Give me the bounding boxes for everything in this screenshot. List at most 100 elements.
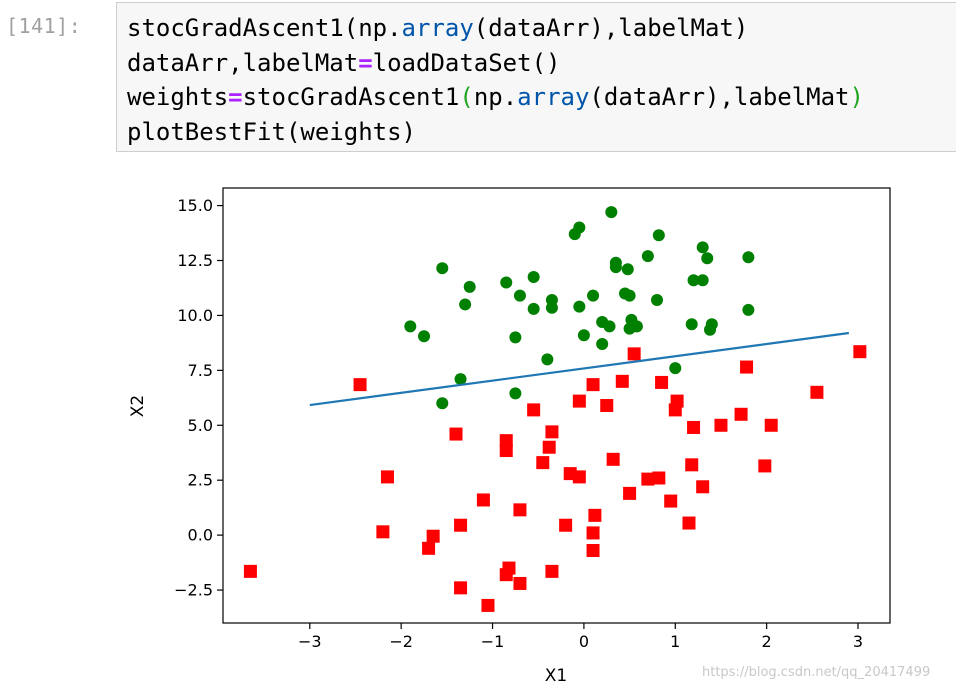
scatter-point-circle xyxy=(687,274,700,287)
scatter-point-circle xyxy=(509,331,522,344)
scatter-point-circle xyxy=(685,318,698,331)
x-tick-label: −3 xyxy=(298,632,322,651)
scatter-point-circle xyxy=(605,206,618,219)
scatter-point-square xyxy=(588,508,602,522)
scatter-point-square xyxy=(572,394,586,408)
scatter-point-square xyxy=(623,486,637,500)
scatter-point-square xyxy=(572,470,586,484)
scatter-point-circle xyxy=(696,241,709,254)
y-tick-label: 0.0 xyxy=(188,526,213,545)
scatter-point-square xyxy=(426,529,440,543)
cell-output: −3 −2 −1 0 1 2 3 −2.5 0.0 2.5 5.0 7.5 10.0 12.5 15.0 X… xyxy=(116,170,956,692)
code-line-4: plotBestFit(weights) xyxy=(127,115,956,150)
scatter-point-square xyxy=(243,564,257,578)
x-tick-label: 3 xyxy=(853,632,863,651)
y-tick-label: 5.0 xyxy=(188,416,213,435)
scatter-point-square xyxy=(668,403,682,417)
scatter-point-circle xyxy=(596,337,609,350)
scatter-point-circle xyxy=(742,303,755,316)
code-token: loadDataSet() xyxy=(372,48,561,77)
scatter-point-circle xyxy=(459,298,472,311)
scatter-point-square xyxy=(853,345,867,359)
scatter-point-circle xyxy=(577,329,590,342)
scatter-point-square xyxy=(764,418,778,432)
scatter-point-circle xyxy=(701,252,714,265)
scatter-point-square xyxy=(586,378,600,392)
scatter-point-circle xyxy=(404,320,417,333)
scatter-point-square xyxy=(600,399,614,412)
scatter-point-square xyxy=(527,403,541,417)
scatter-point-circle xyxy=(621,263,634,276)
y-tick-label: 12.5 xyxy=(177,251,213,270)
best-fit-line xyxy=(309,331,850,407)
scatter-plot: −3 −2 −1 0 1 2 3 −2.5 0.0 2.5 5.0 7.5 10.0 12.5 15.0 X… xyxy=(128,187,891,686)
code-line-3: weights=stocGradAscent1(np.array(dataArr… xyxy=(127,80,956,115)
scatter-point-square xyxy=(542,440,556,454)
code-token: = xyxy=(358,48,373,77)
scatter-point-circle xyxy=(696,274,709,287)
scatter-point-square xyxy=(454,518,468,532)
scatter-point-square xyxy=(513,576,527,590)
x-tick-label: 0 xyxy=(579,632,589,651)
code-cell-editor[interactable]: stocGradAscent1(np.array(dataArr),labelM… xyxy=(116,2,956,152)
code-token: array xyxy=(401,14,474,42)
y-tick-label: 7.5 xyxy=(188,361,213,380)
y-tick-label: 2.5 xyxy=(188,471,213,490)
code-token: plotBestFit(weights) xyxy=(127,117,416,146)
code-token: ( xyxy=(459,83,474,111)
scatter-point-circle xyxy=(527,302,540,315)
scatter-point-square xyxy=(559,518,573,532)
scatter-point-square xyxy=(536,456,550,470)
scatter-point-square xyxy=(685,458,699,472)
scatter-point-square xyxy=(734,407,748,421)
code-token: weights xyxy=(127,83,229,111)
scatter-point-square xyxy=(454,581,468,595)
scatter-point-square xyxy=(476,493,490,507)
scatter-point-square xyxy=(353,378,367,392)
scatter-point-square xyxy=(655,375,669,389)
x-tick-label: 2 xyxy=(762,632,772,651)
scatter-point-circle xyxy=(669,362,682,375)
scatter-point-circle xyxy=(623,289,636,302)
code-token: (dataArr),labelMat xyxy=(589,83,850,111)
scatter-point-circle xyxy=(705,318,718,331)
scatter-point-circle xyxy=(742,251,755,264)
scatter-point-square xyxy=(758,459,772,473)
scatter-point-circle xyxy=(418,330,431,343)
scatter-point-square xyxy=(545,564,559,578)
y-tick-label: 15.0 xyxy=(177,196,213,215)
scatter-point-circle xyxy=(545,301,558,314)
scatter-point-square xyxy=(449,427,463,441)
scatter-point-circle xyxy=(573,221,586,234)
scatter-point-square xyxy=(376,525,390,539)
scatter-point-circle xyxy=(609,261,622,274)
y-tick-label: −2.5 xyxy=(174,581,213,600)
scatter-point-square xyxy=(586,526,600,540)
cell-prompt: [141]: xyxy=(6,14,82,38)
scatter-point-circle xyxy=(513,289,526,302)
code-token: (dataArr),labelMat) xyxy=(473,14,749,42)
code-line-2: dataArr,labelMat=loadDataSet() xyxy=(127,46,956,81)
scatter-point-circle xyxy=(587,289,600,302)
x-axis-label: X1 xyxy=(545,666,567,686)
scatter-point-square xyxy=(606,452,620,466)
scatter-point-square xyxy=(499,444,513,458)
scatter-point-square xyxy=(664,494,678,508)
scatter-point-square xyxy=(422,541,436,555)
code-token: stocGradAscent1(np. xyxy=(127,14,402,42)
scatter-point-square xyxy=(499,434,513,448)
scatter-point-square xyxy=(810,385,824,399)
scatter-point-circle xyxy=(603,320,616,333)
scatter-point-circle xyxy=(573,300,586,313)
scatter-point-square xyxy=(502,561,516,575)
x-tick-label: 1 xyxy=(670,632,680,651)
scatter-point-circle xyxy=(652,229,665,242)
scatter-point-square xyxy=(652,471,666,485)
scatter-point-square xyxy=(481,598,495,612)
code-line-1: stocGradAscent1(np.array(dataArr),labelM… xyxy=(127,11,956,46)
scatter-point-circle xyxy=(500,276,513,289)
scatter-point-square xyxy=(380,470,394,484)
y-axis-label: X2 xyxy=(128,395,148,417)
scatter-point-square xyxy=(740,360,754,374)
scatter-point-square xyxy=(627,347,641,361)
